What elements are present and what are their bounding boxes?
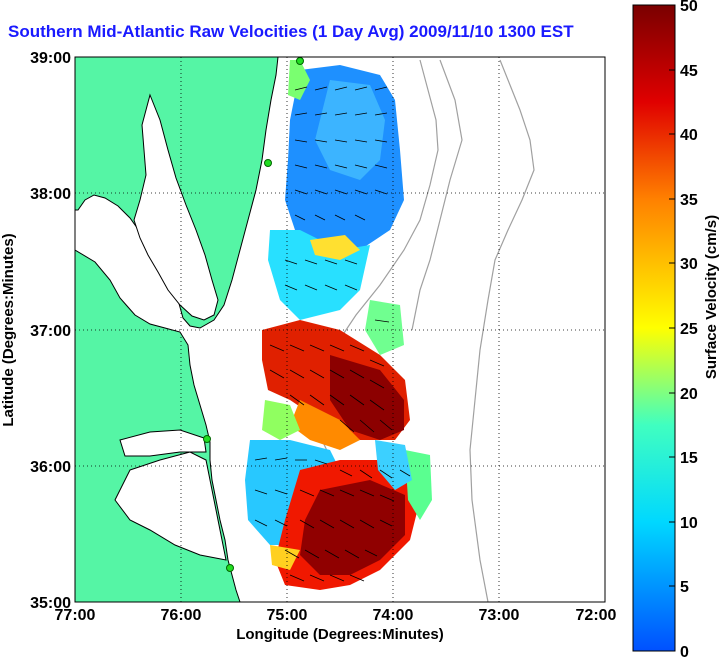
colorbar-tick-label: 10 (680, 515, 698, 532)
radar-stations (203, 57, 304, 572)
x-axis: 77:00 76:00 75:00 74:00 73:00 72:00 Long… (55, 607, 617, 643)
x-tick-label: 76:00 (161, 607, 202, 624)
map-title: Southern Mid-Atlantic Raw Velocities (1 … (8, 22, 574, 41)
y-tick-label: 35:00 (30, 595, 71, 612)
x-tick-label: 72:00 (576, 607, 617, 624)
colorbar-scale (632, 4, 676, 652)
colorbar-tick-label: 15 (680, 450, 698, 467)
colorbar: 0 5 10 15 20 25 30 35 40 45 50 Surface V… (632, 0, 720, 659)
colorbar-tick-label: 30 (680, 256, 698, 273)
y-tick-label: 36:00 (30, 459, 71, 476)
velocity-field (245, 60, 432, 590)
colorbar-tick-label: 20 (680, 386, 698, 403)
station-marker (264, 159, 272, 167)
velocity-vectors (254, 86, 411, 582)
y-tick-label: 37:00 (30, 323, 71, 340)
colorbar-tick-label: 0 (680, 644, 689, 659)
map-gridlines (75, 57, 605, 602)
station-marker (226, 564, 234, 572)
chesapeake-bay (133, 93, 219, 321)
colorbar-tick-label: 50 (680, 0, 698, 15)
colorbar-ticks (669, 4, 675, 652)
colorbar-tick-label: 25 (680, 321, 698, 338)
colorbar-label: Surface Velocity (cm/s) (703, 215, 720, 379)
y-tick-label: 38:00 (30, 186, 71, 203)
colorbar-tick-label: 40 (680, 127, 698, 144)
x-tick-label: 73:00 (479, 607, 520, 624)
station-marker (296, 57, 304, 65)
colorbar-tick-label: 45 (680, 63, 698, 80)
map-frame (74, 56, 606, 603)
y-tick-label: 39:00 (30, 50, 71, 67)
station-marker (203, 435, 211, 443)
x-tick-label: 77:00 (55, 607, 96, 624)
colorbar-tick-label: 35 (680, 192, 698, 209)
pamlico-sound (114, 451, 227, 561)
x-axis-label: Longitude (Degrees:Minutes) (236, 626, 444, 643)
y-axis: 39:00 38:00 37:00 36:00 35:00 Latitude (… (0, 50, 71, 612)
colorbar-tick-label: 5 (680, 579, 689, 596)
albemarle-sound (119, 429, 207, 457)
x-tick-label: 75:00 (267, 607, 308, 624)
y-axis-label: Latitude (Degrees:Minutes) (0, 233, 17, 426)
x-tick-label: 74:00 (373, 607, 414, 624)
